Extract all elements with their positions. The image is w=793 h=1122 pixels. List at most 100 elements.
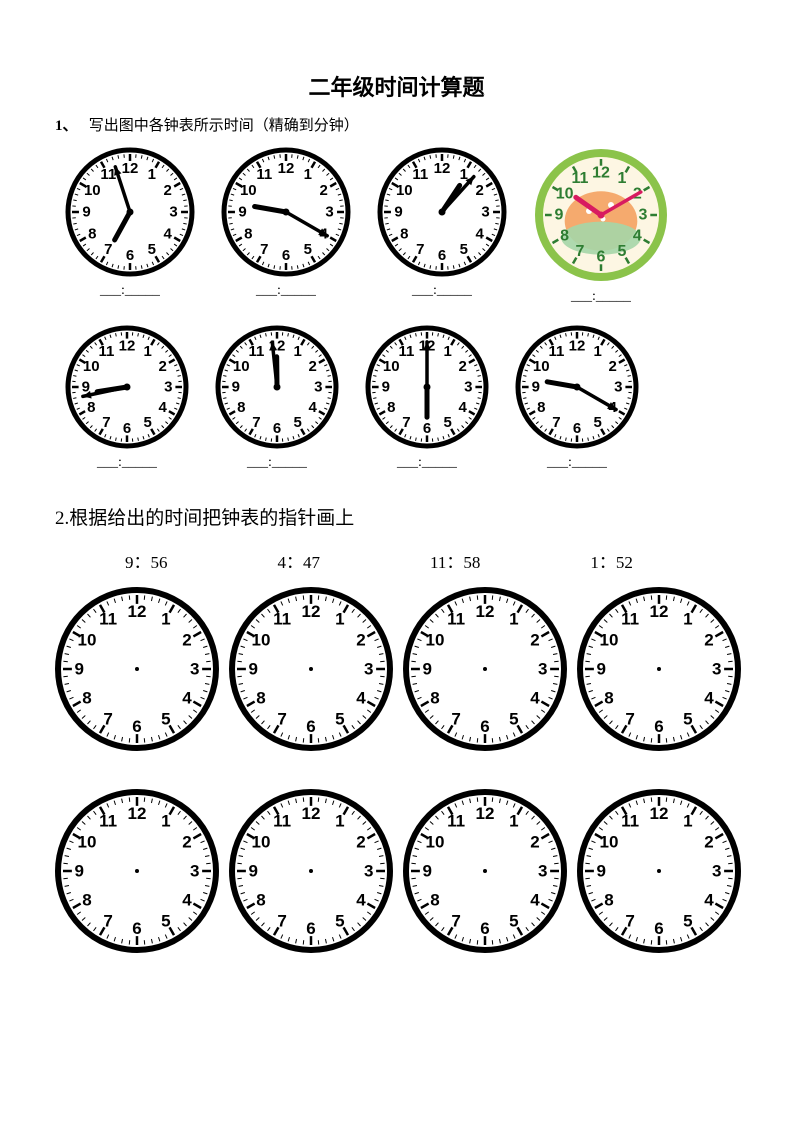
svg-text:8: 8 — [430, 890, 439, 909]
page-title: 二年级时间计算题 — [55, 70, 738, 102]
svg-text:11: 11 — [548, 343, 564, 360]
clock-cell: 123456789101112___:_____ — [65, 325, 189, 485]
svg-text:11: 11 — [447, 610, 465, 629]
clock-cell: 123456789101112___:_____ — [215, 325, 339, 485]
q2-clock-row-2: 1234567891011121234567891011121234567891… — [55, 789, 738, 953]
svg-text:11: 11 — [248, 343, 264, 360]
clock-face-icon: 123456789101112 — [229, 587, 393, 751]
svg-text:3: 3 — [364, 660, 373, 679]
svg-text:6: 6 — [480, 919, 489, 938]
svg-text:10: 10 — [84, 182, 101, 199]
svg-text:5: 5 — [683, 709, 692, 728]
svg-text:2: 2 — [182, 833, 191, 852]
answer-blank[interactable]: ___:_____ — [547, 455, 607, 471]
svg-text:5: 5 — [509, 911, 518, 930]
clock-face-icon: 123456789101112 — [365, 325, 489, 449]
svg-text:3: 3 — [614, 379, 622, 396]
svg-text:11: 11 — [98, 343, 114, 360]
svg-text:8: 8 — [82, 890, 91, 909]
svg-text:11: 11 — [398, 343, 414, 360]
svg-text:9: 9 — [394, 204, 402, 221]
answer-blank[interactable]: ___:_____ — [397, 455, 457, 471]
answer-blank[interactable]: ___:_____ — [571, 289, 631, 305]
svg-text:1: 1 — [148, 166, 156, 183]
svg-text:3: 3 — [712, 862, 721, 881]
svg-text:7: 7 — [103, 911, 112, 930]
answer-blank[interactable]: ___:_____ — [97, 455, 157, 471]
clock-cell: 123456789101112___:_____ — [515, 325, 639, 485]
svg-text:10: 10 — [233, 358, 250, 375]
svg-text:4: 4 — [164, 225, 173, 242]
svg-text:10: 10 — [83, 358, 100, 375]
svg-text:12: 12 — [476, 804, 495, 823]
svg-text:11: 11 — [99, 812, 117, 831]
svg-text:4: 4 — [530, 688, 540, 707]
q1-text: 写出图中各钟表所示时间（精确到分钟） — [89, 118, 359, 134]
svg-text:8: 8 — [244, 225, 252, 242]
q1-clock-row-2: 123456789101112___:_____123456789101112_… — [65, 325, 738, 485]
q2-time-labels: 9：56 4：47 11：58 1：52 — [125, 548, 738, 573]
svg-text:4: 4 — [530, 890, 540, 909]
time-label: 11：58 — [430, 548, 480, 573]
svg-text:9: 9 — [382, 379, 390, 396]
svg-text:3: 3 — [190, 862, 199, 881]
q1-number: 1、 — [55, 118, 78, 134]
svg-text:5: 5 — [460, 241, 468, 258]
svg-text:6: 6 — [132, 717, 141, 736]
svg-text:3: 3 — [538, 862, 547, 881]
clock-face-icon: 123456789101112 — [55, 587, 219, 751]
svg-text:4: 4 — [356, 890, 366, 909]
svg-text:9: 9 — [555, 207, 564, 224]
svg-text:6: 6 — [132, 919, 141, 938]
svg-text:2: 2 — [159, 358, 167, 375]
svg-text:2: 2 — [309, 358, 317, 375]
time-label: 4：47 — [278, 548, 321, 573]
svg-text:2: 2 — [704, 833, 713, 852]
svg-text:6: 6 — [306, 919, 315, 938]
svg-text:12: 12 — [569, 337, 586, 354]
svg-text:3: 3 — [314, 379, 322, 396]
clock-face-icon: 123456789101112 — [403, 789, 567, 953]
svg-text:9: 9 — [82, 204, 90, 221]
time-label: 9：56 — [125, 548, 168, 573]
svg-text:10: 10 — [78, 833, 97, 852]
svg-text:12: 12 — [650, 602, 669, 621]
svg-text:12: 12 — [128, 804, 147, 823]
svg-text:9: 9 — [232, 379, 240, 396]
blank-clock-cell: 123456789101112 — [229, 587, 393, 751]
svg-text:10: 10 — [252, 833, 271, 852]
clock-cell: 123456789101112___:_____ — [377, 147, 507, 319]
svg-text:2: 2 — [459, 358, 467, 375]
answer-blank[interactable]: ___:_____ — [247, 455, 307, 471]
svg-text:4: 4 — [309, 399, 318, 416]
svg-text:4: 4 — [159, 399, 168, 416]
svg-text:1: 1 — [161, 812, 170, 831]
answer-blank[interactable]: ___:_____ — [100, 283, 160, 299]
svg-text:2: 2 — [609, 358, 617, 375]
svg-text:9: 9 — [249, 660, 258, 679]
svg-text:12: 12 — [128, 602, 147, 621]
svg-text:11: 11 — [412, 166, 428, 183]
svg-text:8: 8 — [256, 890, 265, 909]
clock-face-icon: 123456789101112 — [515, 325, 639, 449]
svg-text:4: 4 — [704, 688, 714, 707]
clock-face-icon: 123456789101112 — [577, 789, 741, 953]
svg-text:7: 7 — [277, 911, 286, 930]
svg-text:12: 12 — [650, 804, 669, 823]
svg-text:7: 7 — [416, 241, 424, 258]
clock-face-icon: 123456789101112 — [215, 325, 339, 449]
svg-text:4: 4 — [182, 890, 192, 909]
svg-text:7: 7 — [625, 911, 634, 930]
worksheet-page: 二年级时间计算题 1、 写出图中各钟表所示时间（精确到分钟） 123456789… — [0, 0, 793, 1122]
svg-text:1: 1 — [509, 610, 518, 629]
answer-blank[interactable]: ___:_____ — [256, 283, 316, 299]
answer-blank[interactable]: ___:_____ — [412, 283, 472, 299]
svg-text:8: 8 — [256, 688, 265, 707]
svg-text:5: 5 — [335, 911, 344, 930]
svg-text:8: 8 — [604, 890, 613, 909]
svg-text:1: 1 — [683, 812, 692, 831]
svg-text:10: 10 — [426, 631, 445, 650]
svg-text:5: 5 — [443, 414, 451, 431]
svg-text:3: 3 — [169, 204, 177, 221]
svg-text:10: 10 — [252, 631, 271, 650]
